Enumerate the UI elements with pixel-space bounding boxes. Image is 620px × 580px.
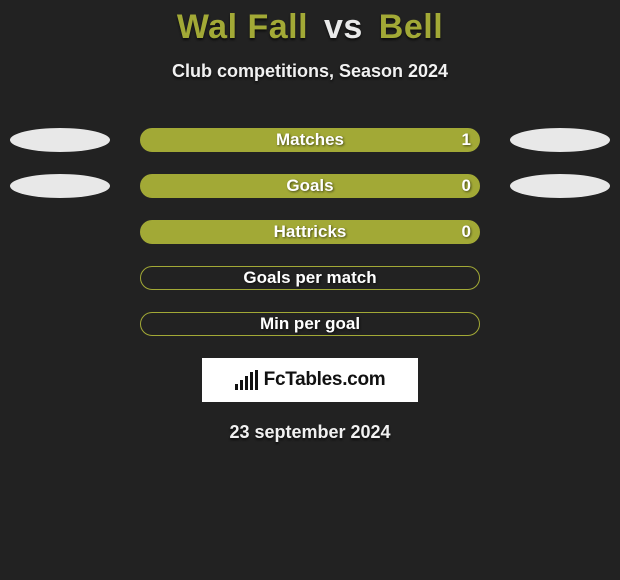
stat-value: 0 — [462, 176, 471, 196]
stat-bar: Goals per match — [140, 266, 480, 290]
date-text: 23 september 2024 — [229, 422, 390, 443]
logo-text: FcTables.com — [264, 369, 386, 391]
stat-label: Min per goal — [260, 314, 360, 334]
stat-label: Matches — [276, 130, 344, 150]
bar-chart-icon — [235, 370, 258, 390]
stat-bar: Matches 1 — [140, 128, 480, 152]
right-ellipse — [510, 174, 610, 198]
stat-row-matches: Matches 1 — [0, 128, 620, 152]
page-title: Wal Fall vs Bell — [177, 8, 443, 47]
stat-bar: Goals 0 — [140, 174, 480, 198]
stat-rows: Matches 1 Goals 0 Hattricks 0 Goals — [0, 128, 620, 336]
title-vs: vs — [324, 8, 363, 46]
stat-value: 0 — [462, 222, 471, 242]
subtitle: Club competitions, Season 2024 — [172, 61, 448, 82]
title-player2: Bell — [379, 8, 443, 46]
stat-label: Hattricks — [274, 222, 347, 242]
stat-label: Goals — [286, 176, 333, 196]
stat-row-goals-per-match: Goals per match — [0, 266, 620, 290]
logo: FcTables.com — [202, 358, 418, 402]
title-player1: Wal Fall — [177, 8, 308, 46]
stat-bar: Min per goal — [140, 312, 480, 336]
stat-row-min-per-goal: Min per goal — [0, 312, 620, 336]
stat-value: 1 — [462, 130, 471, 150]
stat-row-hattricks: Hattricks 0 — [0, 220, 620, 244]
left-ellipse — [10, 174, 110, 198]
stat-row-goals: Goals 0 — [0, 174, 620, 198]
stat-bar: Hattricks 0 — [140, 220, 480, 244]
comparison-card: Wal Fall vs Bell Club competitions, Seas… — [0, 0, 620, 443]
left-ellipse — [10, 128, 110, 152]
right-ellipse — [510, 128, 610, 152]
stat-label: Goals per match — [243, 268, 376, 288]
